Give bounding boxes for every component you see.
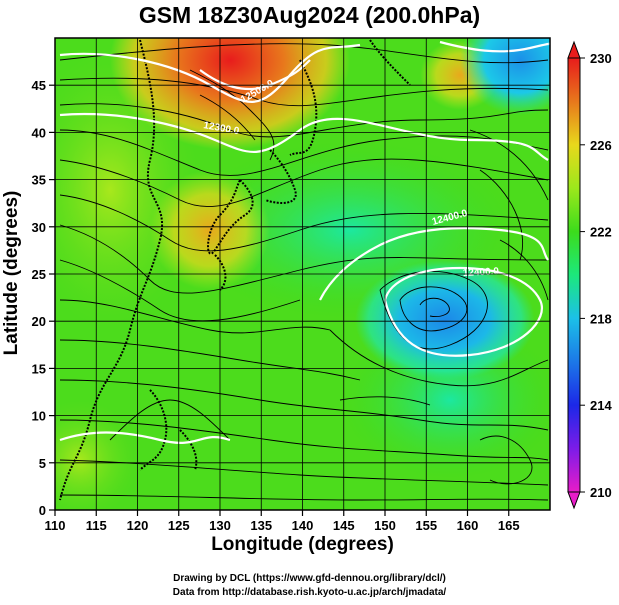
colorbar-tick-label: 210 bbox=[590, 485, 612, 500]
credit-data: Data from http://database.rish.kyoto-u.a… bbox=[172, 587, 447, 598]
credit-drawing: Drawing by DCL (https://www.gfd-dennou.o… bbox=[173, 573, 446, 584]
y-tick-label: 40 bbox=[32, 125, 46, 140]
colorbar: 230 226 222 218 214 210 bbox=[567, 40, 612, 510]
x-tick-label: 165 bbox=[498, 518, 520, 533]
x-tick-label: 135 bbox=[250, 518, 272, 533]
colorbar-tick-label: 230 bbox=[590, 51, 612, 66]
x-tick-label: 160 bbox=[457, 518, 479, 533]
y-tick-label: 5 bbox=[39, 456, 46, 471]
geopotential-contours bbox=[59, 40, 550, 444]
x-tick-label: 150 bbox=[374, 518, 396, 533]
x-axis-ticks: 110 115 120 125 130 135 140 145 150 155 160 165 bbox=[45, 510, 520, 533]
colorbar-tick-label: 226 bbox=[590, 138, 612, 153]
coastline bbox=[59, 39, 411, 501]
lat-lon-grid bbox=[55, 38, 550, 510]
y-tick-label: 20 bbox=[32, 314, 46, 329]
chart-title: GSM 18Z30Aug2024 (200.0hPa) bbox=[138, 2, 481, 28]
x-tick-label: 130 bbox=[209, 518, 231, 533]
y-tick-label: 30 bbox=[32, 220, 46, 235]
y-axis-title: Latitude (degrees) bbox=[1, 190, 22, 356]
y-tick-label: 15 bbox=[32, 361, 46, 376]
x-tick-label: 125 bbox=[168, 518, 190, 533]
x-tick-label: 145 bbox=[333, 518, 355, 533]
colorbar-top-arrow bbox=[567, 40, 581, 59]
x-tick-label: 140 bbox=[292, 518, 314, 533]
contour-label: 12400.0 bbox=[463, 266, 500, 279]
colorbar-tick-label: 214 bbox=[590, 398, 612, 413]
x-tick-label: 155 bbox=[415, 518, 437, 533]
y-tick-label: 10 bbox=[32, 409, 46, 424]
y-tick-label: 25 bbox=[32, 267, 46, 282]
x-tick-label: 120 bbox=[127, 518, 149, 533]
streamlines bbox=[59, 43, 549, 501]
y-axis-ticks: 0 5 10 15 20 25 30 35 40 45 bbox=[32, 78, 55, 518]
x-tick-label: 110 bbox=[45, 518, 66, 533]
y-tick-label: 0 bbox=[39, 503, 46, 518]
colorbar-bottom-arrow bbox=[567, 491, 581, 510]
colorbar-gradient bbox=[567, 57, 581, 493]
y-tick-label: 45 bbox=[32, 78, 46, 93]
x-tick-label: 115 bbox=[86, 518, 107, 533]
y-tick-label: 35 bbox=[32, 173, 46, 188]
x-axis-title: Longitude (degrees) bbox=[211, 534, 394, 555]
colorbar-tick-label: 218 bbox=[590, 311, 612, 326]
colorbar-tick-label: 222 bbox=[590, 225, 612, 240]
